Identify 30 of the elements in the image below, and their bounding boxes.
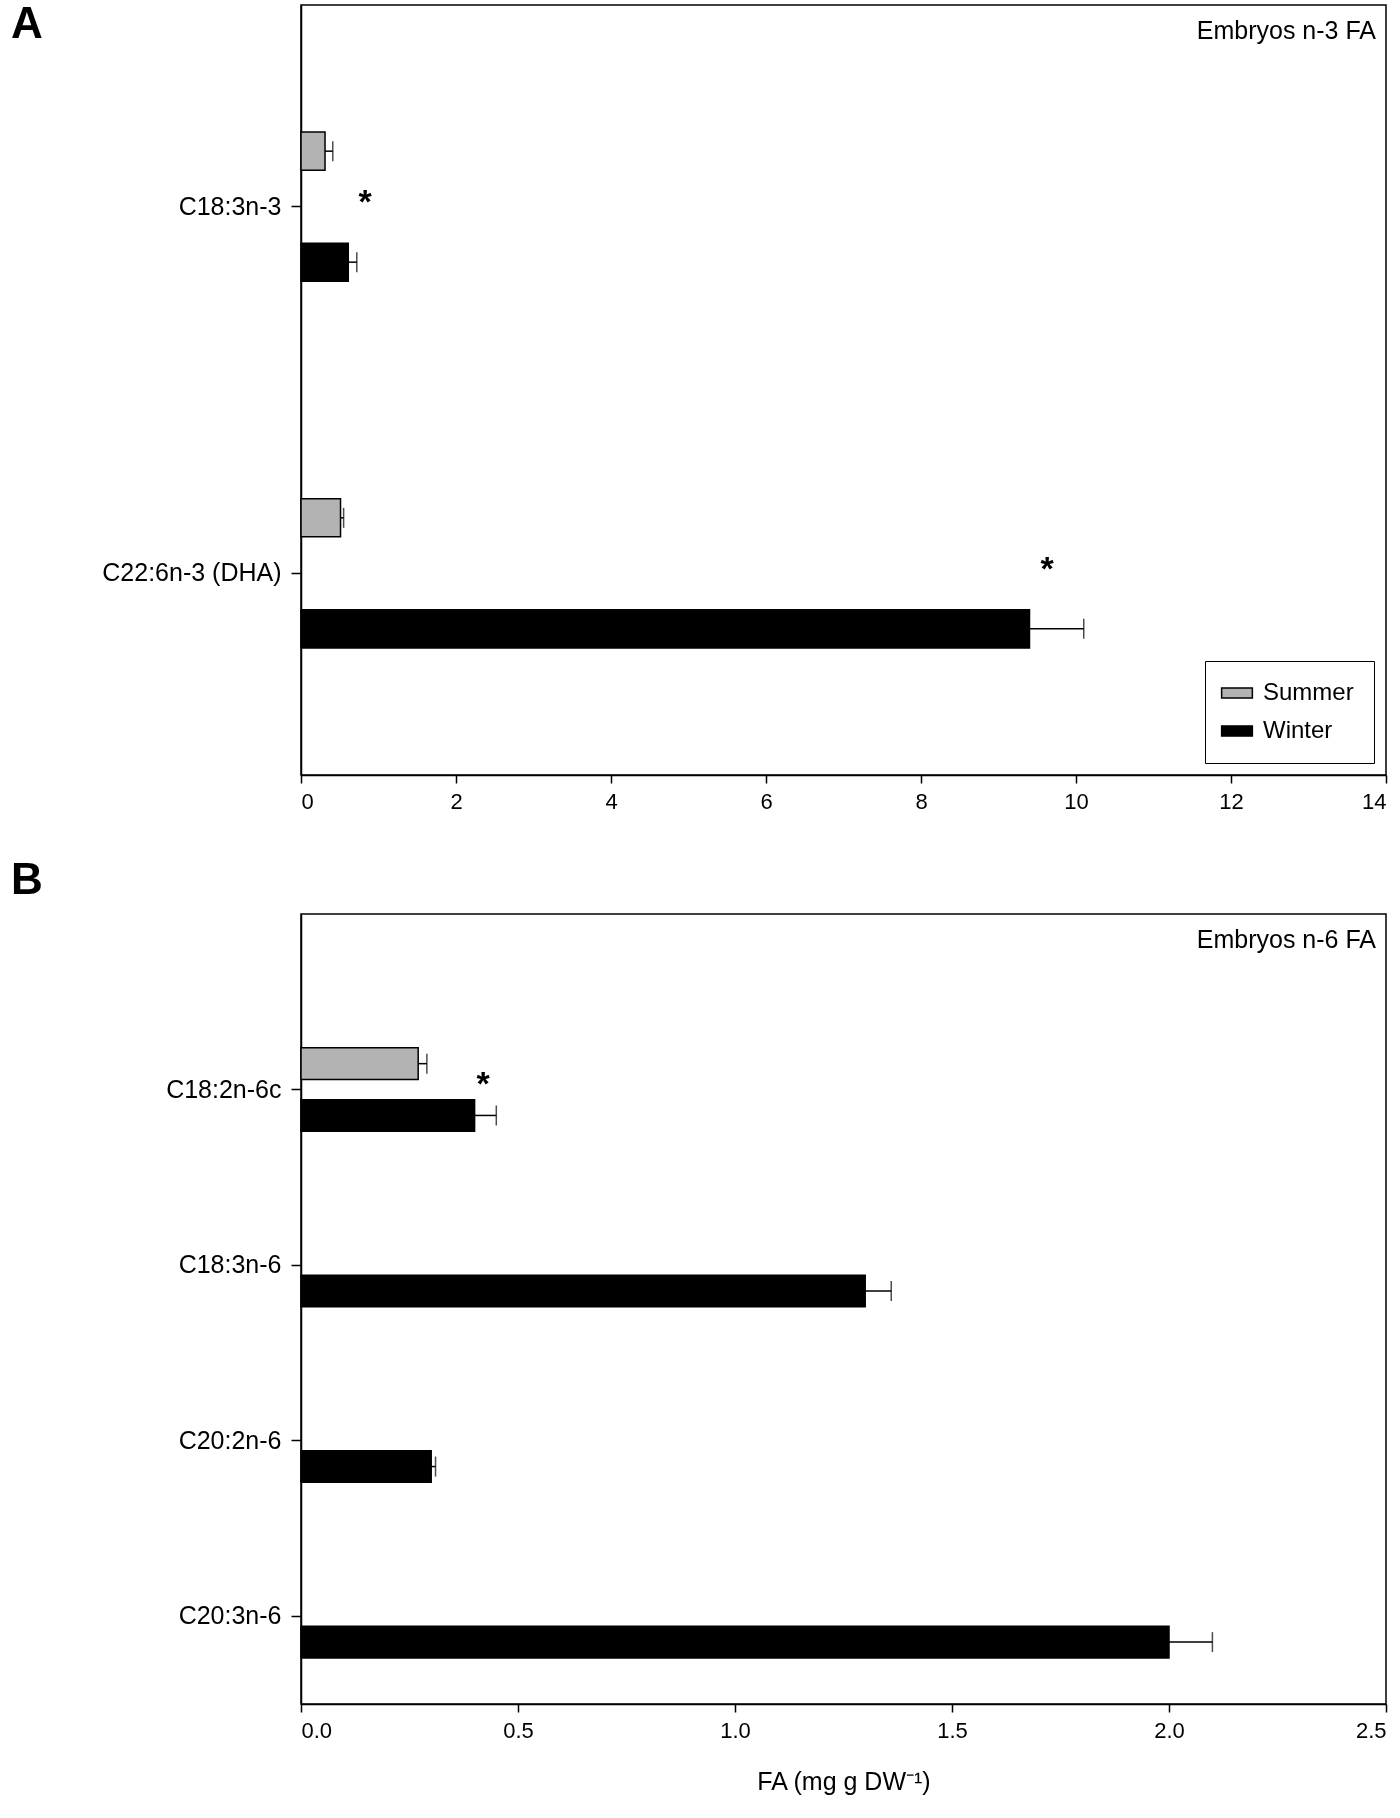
x-tick-label: 4 [605, 788, 618, 814]
x-tick-label: 2 [450, 788, 463, 814]
text: A [11, 0, 43, 47]
x-tick-label: 8 [915, 788, 928, 814]
x-tick-label: 14 [1362, 788, 1387, 814]
annotation: * [476, 1064, 491, 1102]
text: B [11, 854, 43, 903]
y-tick-label: C18:3n-3 [178, 191, 282, 220]
x-tick-label: 1.0 [720, 1717, 751, 1743]
annotation: * [358, 182, 373, 220]
y-tick-label: C20:2n-6 [178, 1425, 282, 1454]
x-tick-label: 2.0 [1154, 1717, 1185, 1743]
legend-label: Winter [1263, 716, 1333, 743]
x-tick-label: 6 [760, 788, 773, 814]
x-tick-label: 12 [1219, 788, 1244, 814]
x-tick-label: 1.5 [937, 1717, 968, 1743]
chart-title: Embryos n-6 FA [1196, 925, 1377, 953]
y-tick-label: C20:3n-6 [178, 1601, 282, 1630]
annotation: * [1040, 549, 1055, 587]
y-tick-label: C18:3n-6 [178, 1250, 282, 1279]
y-tick-label: C18:2n-6c [166, 1074, 282, 1103]
x-tick-label: 2.5 [1355, 1717, 1387, 1743]
legend-label: Summer [1263, 678, 1354, 705]
x-tick-label: 0.0 [301, 1717, 333, 1743]
x-tick-label: 0.5 [503, 1717, 534, 1743]
chart-title: Embryos n-3 FA [1196, 16, 1377, 44]
x-tick-label: 0 [301, 788, 314, 814]
x-tick-label: 10 [1064, 788, 1089, 814]
y-tick-label: C22:6n-3 (DHA) [102, 558, 282, 587]
x-axis-title: FA (mg g DW⁻¹) [757, 1766, 931, 1795]
